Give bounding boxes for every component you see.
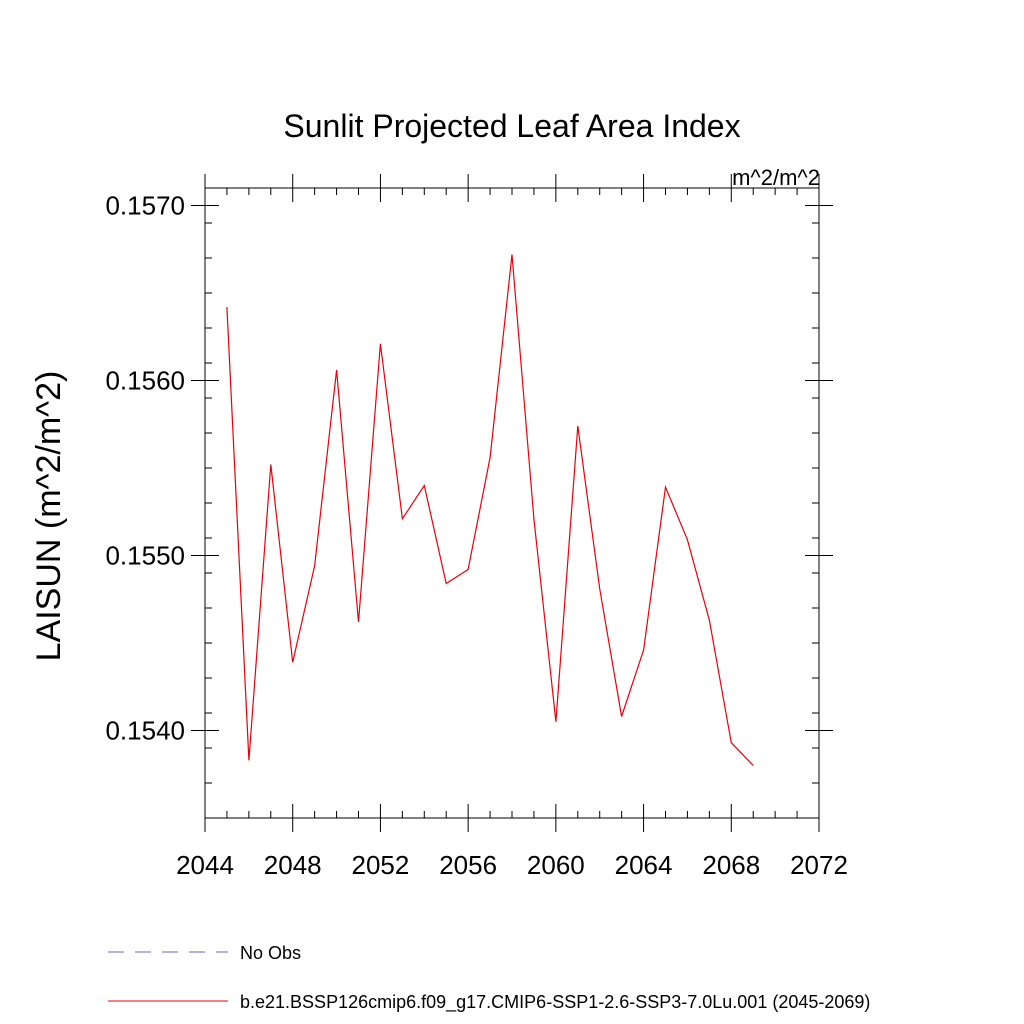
x-tick-label: 2060 — [527, 850, 585, 880]
x-tick-label: 2072 — [790, 850, 848, 880]
x-axis-ticks — [204, 174, 820, 832]
x-axis-tick-labels: 2044 2048 2052 2056 2060 2064 2068 2072 — [176, 850, 848, 880]
legend-label-0: No Obs — [240, 943, 301, 963]
y-axis-ticks — [191, 187, 833, 819]
plot-frame — [204, 187, 820, 819]
y-tick-label: 0.1540 — [105, 716, 185, 746]
y-tick-label: 0.1550 — [105, 541, 185, 571]
x-tick-label: 2056 — [439, 850, 497, 880]
series-line-0 — [226, 254, 754, 766]
x-tick-label: 2052 — [352, 850, 410, 880]
series-lines — [226, 254, 754, 766]
x-tick-label: 2044 — [176, 850, 234, 880]
legend: No Obs b.e21.BSSP126cmip6.f09_g17.CMIP6-S… — [108, 943, 870, 1013]
x-tick-label: 2064 — [615, 850, 673, 880]
x-tick-label: 2068 — [702, 850, 760, 880]
y-axis-label: LAISUN (m^2/m^2) — [30, 371, 68, 662]
y-tick-label: 0.1570 — [105, 191, 185, 221]
units-label: m^2/m^2 — [732, 165, 820, 190]
y-tick-label: 0.1560 — [105, 366, 185, 396]
legend-label-1: b.e21.BSSP126cmip6.f09_g17.CMIP6-SSP1-2.… — [240, 992, 870, 1013]
x-tick-label: 2048 — [264, 850, 322, 880]
chart-title: Sunlit Projected Leaf Area Index — [283, 108, 740, 144]
y-axis-tick-labels: 0.1540 0.1550 0.1560 0.1570 — [105, 191, 185, 746]
